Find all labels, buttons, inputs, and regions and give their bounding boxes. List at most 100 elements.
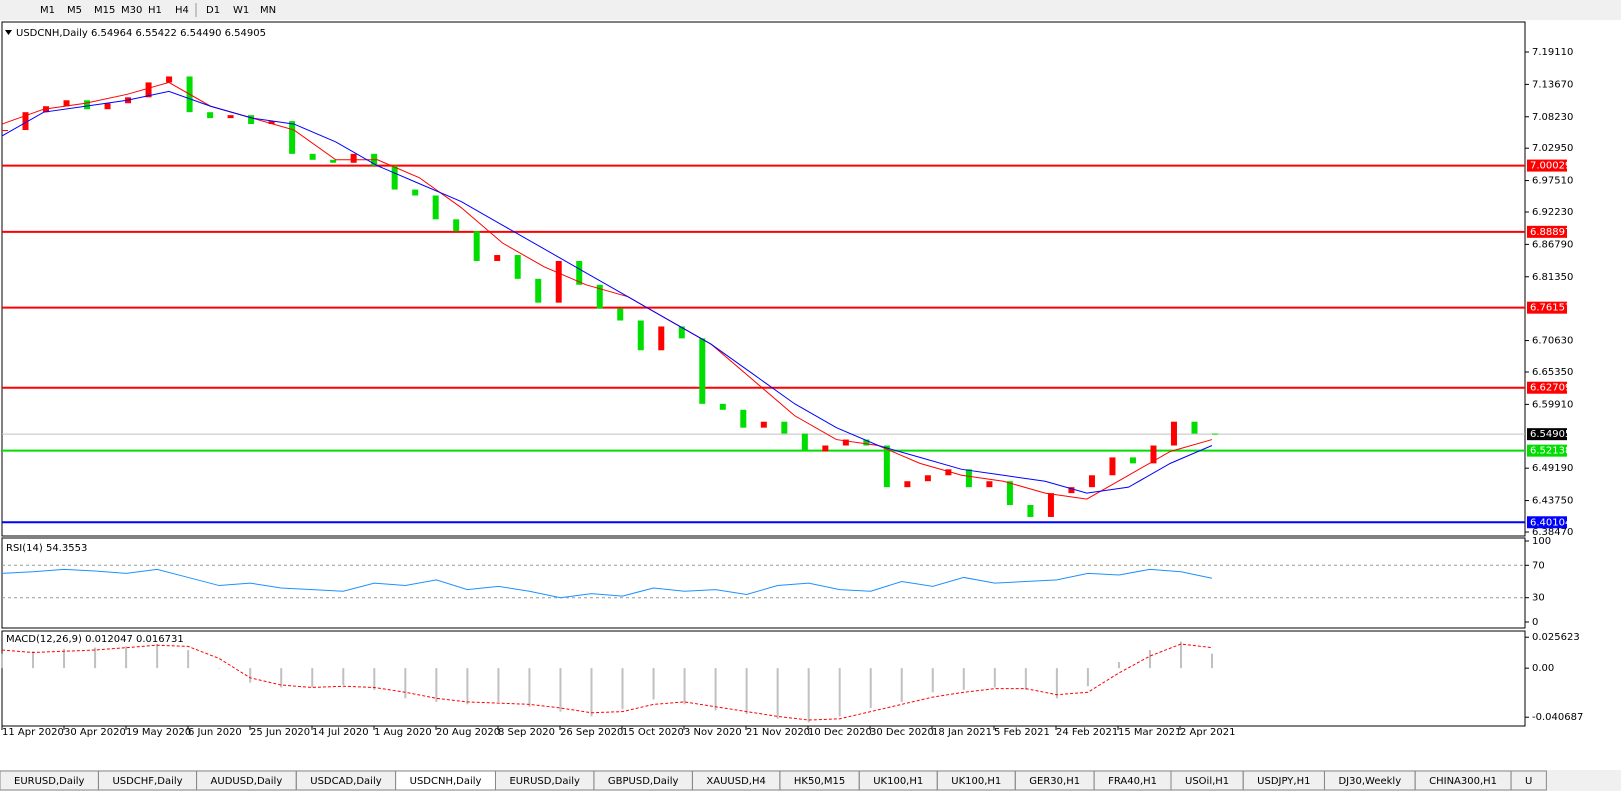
timeframe-button[interactable]: W1: [233, 5, 249, 16]
candle: [617, 308, 624, 321]
timeframe-button[interactable]: MN: [260, 5, 276, 16]
candle: [84, 100, 91, 110]
timeframe-button[interactable]: D1: [206, 5, 220, 16]
timeframe-button[interactable]: M1: [40, 5, 55, 16]
chart-title: USDCNH,Daily 6.54964 6.55422 6.54490 6.5…: [16, 28, 266, 39]
macd-bar: [931, 668, 934, 693]
candle: [391, 165, 398, 190]
level-label: 6.40104: [1530, 517, 1571, 528]
chart-tab[interactable]: CHINA300,H1: [1429, 776, 1497, 787]
candle: [514, 255, 521, 279]
chart-tab[interactable]: GER30,H1: [1029, 776, 1080, 787]
timeframe-button[interactable]: M15: [94, 5, 115, 16]
chart-tab[interactable]: EURUSD,Daily: [509, 776, 580, 787]
rsi-panel: [1, 537, 1526, 629]
chart-tab[interactable]: XAUUSD,H4: [706, 776, 765, 787]
y-tick-label: 30: [1532, 593, 1545, 604]
x-tick-label: 24 Feb 2021: [1056, 727, 1118, 738]
chart-tab[interactable]: EURUSD,Daily: [14, 776, 85, 787]
candle: [904, 481, 911, 488]
candle: [1027, 505, 1034, 517]
candle: [699, 338, 706, 404]
chart-tab[interactable]: AUDUSD,Daily: [211, 776, 283, 787]
level-label: 6.76157: [1530, 303, 1571, 314]
candle: [2, 130, 8, 132]
macd-bar: [1179, 641, 1182, 669]
macd-bar: [1024, 668, 1027, 690]
macd-bar: [1086, 668, 1089, 687]
y-tick-label: 6.81350: [1532, 272, 1573, 283]
level-label: 6.88897: [1530, 227, 1571, 238]
chart-tab[interactable]: USDCNH,Daily: [410, 776, 482, 787]
macd-bar: [993, 668, 996, 688]
macd-signal: [1, 643, 1213, 721]
macd-bar: [249, 668, 252, 683]
indicator-title: RSI(14) 54.3553: [6, 543, 87, 554]
macd-bar: [311, 668, 314, 688]
chart-tab[interactable]: USDCHF,Daily: [112, 776, 182, 787]
candle: [1212, 433, 1218, 435]
candle: [1006, 481, 1013, 506]
y-tick-label: 6.92230: [1532, 207, 1573, 218]
candle: [965, 469, 972, 488]
macd-bar: [807, 668, 810, 723]
indicator-title: MACD(12,26,9) 0.012047 0.016731: [6, 634, 184, 645]
chart-tab[interactable]: HK50,M15: [794, 776, 845, 787]
macd-bar: [342, 668, 345, 686]
macd-bar: [497, 668, 500, 702]
chart-tab[interactable]: USDCAD,Daily: [310, 776, 381, 787]
candle: [658, 326, 665, 351]
x-tick-label: 10 Dec 2020: [808, 727, 872, 738]
x-tick-label: 20 Aug 2020: [436, 727, 500, 738]
moving-average: [1, 81, 1213, 500]
x-tick-label: 11 Apr 2020: [2, 727, 64, 738]
rsi-line: [1, 568, 1213, 599]
candle: [678, 326, 685, 339]
candle: [637, 320, 644, 351]
chart-tab[interactable]: USDJPY,H1: [1257, 776, 1310, 787]
x-tick-label: 15 Oct 2020: [622, 727, 684, 738]
candle: [555, 260, 562, 303]
candle: [535, 278, 542, 303]
y-tick-label: 7.19110: [1532, 47, 1573, 58]
y-tick-label: 70: [1532, 560, 1545, 571]
x-tick-label: 21 Nov 2020: [746, 727, 810, 738]
macd-panel: [1, 630, 1526, 727]
level-label-box: [1527, 516, 1567, 529]
x-tick-label: 19 May 2020: [126, 727, 191, 738]
chart-tab[interactable]: GBPUSD,Daily: [608, 776, 679, 787]
moving-average: [1, 90, 1213, 494]
y-tick-label: 100: [1532, 536, 1551, 547]
candle: [740, 409, 747, 428]
chart-tab[interactable]: UK100,H1: [873, 776, 923, 787]
macd-bar: [1, 653, 3, 669]
timeframe-button[interactable]: M5: [67, 5, 82, 16]
macd-bar: [590, 668, 593, 717]
chart-tab[interactable]: USOil,H1: [1185, 776, 1229, 787]
x-tick-label: 2 Apr 2021: [1180, 727, 1235, 738]
timeframe-button[interactable]: M30: [121, 5, 142, 16]
candle: [63, 100, 70, 107]
candle: [1191, 421, 1198, 434]
y-tick-label: 6.65350: [1532, 367, 1573, 378]
y-tick-label: 6.43750: [1532, 496, 1573, 507]
y-tick-label: -0.040687: [1532, 712, 1583, 723]
timeframe-button[interactable]: H4: [175, 5, 189, 16]
candle: [1150, 445, 1157, 464]
x-tick-label: 14 Jul 2020: [312, 727, 369, 738]
chart-tab[interactable]: U: [1525, 776, 1532, 787]
toolbar: [0, 0, 1621, 20]
chart-tab[interactable]: UK100,H1: [951, 776, 1001, 787]
candle: [760, 421, 767, 428]
macd-bar: [1055, 668, 1058, 699]
candle: [576, 260, 583, 285]
macd-bar: [466, 668, 469, 705]
title-arrow: [5, 30, 12, 35]
candle: [1109, 457, 1116, 476]
timeframe-button[interactable]: H1: [148, 5, 162, 16]
macd-bar: [559, 668, 562, 712]
macd-bar: [63, 648, 66, 669]
chart-tab[interactable]: FRA40,H1: [1108, 776, 1157, 787]
candle: [268, 121, 275, 125]
chart-tab[interactable]: DJ30,Weekly: [1338, 776, 1401, 787]
